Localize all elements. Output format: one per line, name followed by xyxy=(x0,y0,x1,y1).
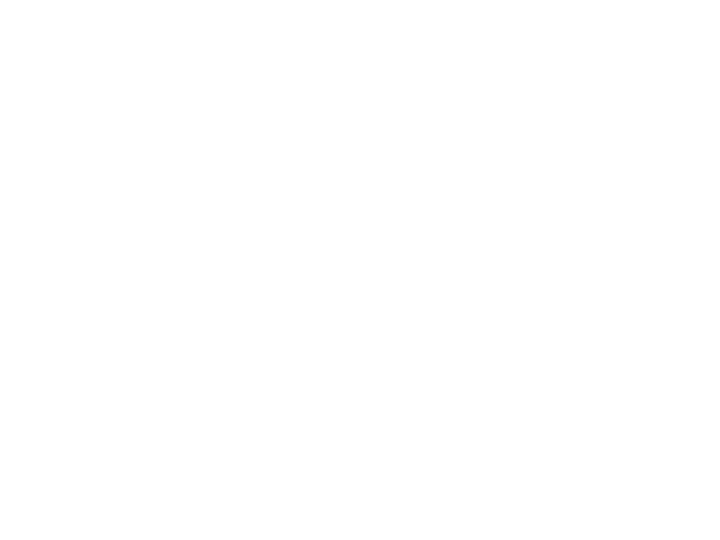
Text: 40-49: 40-49 xyxy=(156,236,204,251)
Bar xyxy=(225,336,377,363)
Bar xyxy=(377,363,514,389)
Bar xyxy=(135,283,225,309)
Text: 69.5-79.5: 69.5-79.5 xyxy=(265,315,338,330)
Text: Class Boundaries: Class Boundaries xyxy=(228,183,375,198)
Text: No of Students (f): No of Students (f) xyxy=(369,183,523,198)
Text: 304: 304 xyxy=(431,289,460,304)
Text: $\mathit{Median} = l + \dfrac{h}{f}\!\left(\dfrac{n}{2} - C\right)$: $\mathit{Median} = l + \dfrac{h}{f}\!\le… xyxy=(145,424,337,462)
Text: 49.5-59.5: 49.5-59.5 xyxy=(265,262,338,278)
Bar xyxy=(135,204,225,230)
Text: 89.5-99.5: 89.5-99.5 xyxy=(265,368,338,383)
Text: 30-39: 30-39 xyxy=(156,210,204,224)
Bar xyxy=(377,283,514,309)
Text: Marks: Marks xyxy=(154,183,206,198)
Text: 87: 87 xyxy=(436,236,456,251)
Bar xyxy=(135,177,225,204)
Bar xyxy=(225,256,377,283)
Text: 80-89: 80-89 xyxy=(156,342,204,357)
Text: Median for Grouped Data: Median for Grouped Data xyxy=(112,83,626,117)
Bar xyxy=(377,256,514,283)
Text: 29.5-39.5: 29.5-39.5 xyxy=(265,210,338,224)
Bar xyxy=(135,230,225,256)
Text: 90-99: 90-99 xyxy=(156,368,204,383)
Bar xyxy=(225,283,377,309)
Bar xyxy=(225,309,377,336)
Bar xyxy=(225,363,377,389)
Bar xyxy=(225,177,377,204)
Text: 70-79: 70-79 xyxy=(156,315,204,330)
Bar xyxy=(135,309,225,336)
Text: 190: 190 xyxy=(431,262,460,278)
Text: 8: 8 xyxy=(441,210,451,224)
Text: Calculate Class Boundaries: Calculate Class Boundaries xyxy=(107,137,379,155)
Bar xyxy=(377,204,514,230)
Text: 211: 211 xyxy=(431,315,460,330)
Text: 60-69: 60-69 xyxy=(156,289,204,304)
Text: 50-59: 50-59 xyxy=(156,262,204,278)
Text: 20: 20 xyxy=(436,368,456,383)
Text: 85: 85 xyxy=(436,342,456,357)
Text: 79.5-89.5: 79.5-89.5 xyxy=(265,342,338,357)
Bar xyxy=(377,336,514,363)
Bar xyxy=(135,256,225,283)
Bar xyxy=(377,230,514,256)
Bar xyxy=(225,230,377,256)
Bar xyxy=(135,336,225,363)
Bar xyxy=(377,309,514,336)
Text: 59.5-69.6: 59.5-69.6 xyxy=(265,289,338,304)
Bar xyxy=(377,177,514,204)
Bar xyxy=(135,363,225,389)
Bar xyxy=(225,204,377,230)
Text: 39.5-49.5: 39.5-49.5 xyxy=(265,236,338,251)
